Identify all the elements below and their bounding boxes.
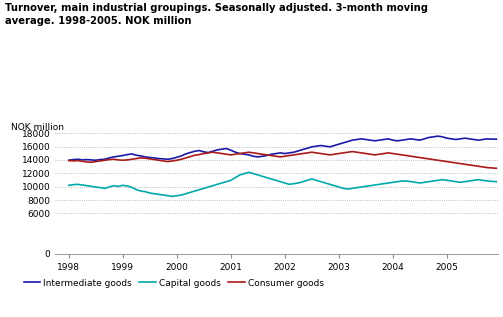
Text: NOK million: NOK million xyxy=(11,123,64,132)
Line: Capital goods: Capital goods xyxy=(69,172,496,196)
Consumer goods xyxy=(187,155,193,158)
Capital goods xyxy=(246,171,252,174)
Consumer goods xyxy=(349,150,355,153)
Intermediate goods xyxy=(462,136,468,140)
Intermediate goods xyxy=(295,149,301,153)
Capital goods xyxy=(304,178,310,182)
Line: Consumer goods: Consumer goods xyxy=(69,152,496,168)
Capital goods xyxy=(170,194,176,198)
Capital goods xyxy=(291,182,297,185)
Text: Turnover, main industrial groupings. Seasonally adjusted. 3-month moving
average: Turnover, main industrial groupings. Sea… xyxy=(5,3,428,26)
Intermediate goods xyxy=(124,153,130,157)
Intermediate goods xyxy=(493,137,499,141)
Consumer goods xyxy=(124,158,130,162)
Intermediate goods xyxy=(187,151,193,154)
Consumer goods xyxy=(493,166,499,170)
Intermediate goods xyxy=(250,154,257,158)
Consumer goods xyxy=(282,154,288,158)
Intermediate goods xyxy=(66,158,72,162)
Capital goods xyxy=(124,184,130,188)
Intermediate goods xyxy=(435,134,441,138)
Intermediate goods xyxy=(282,152,288,155)
Capital goods xyxy=(466,179,472,183)
Consumer goods xyxy=(295,152,301,156)
Capital goods xyxy=(66,184,72,187)
Capital goods xyxy=(493,180,499,184)
Capital goods xyxy=(260,174,266,178)
Consumer goods xyxy=(462,162,468,166)
Legend: Intermediate goods, Capital goods, Consumer goods: Intermediate goods, Capital goods, Consu… xyxy=(20,275,328,291)
Consumer goods xyxy=(66,159,72,163)
Capital goods xyxy=(192,189,198,193)
Consumer goods xyxy=(250,151,257,155)
Line: Intermediate goods: Intermediate goods xyxy=(69,136,496,160)
